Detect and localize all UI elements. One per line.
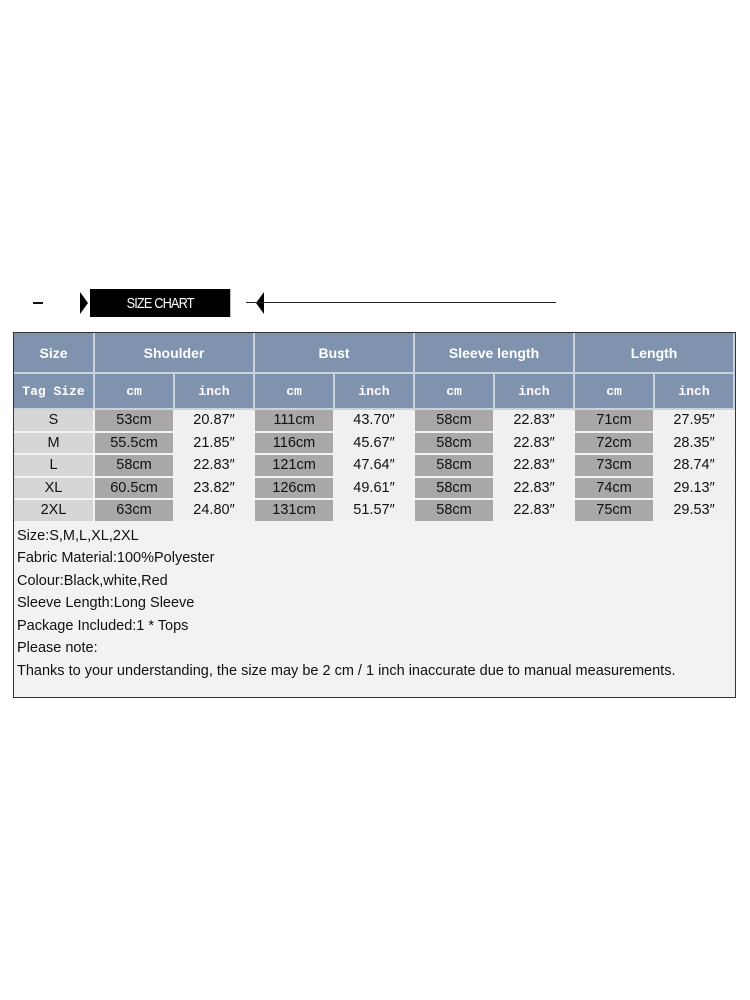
- cm-cell: 58cm: [415, 455, 496, 478]
- subheader-cm: cm: [255, 374, 336, 410]
- size-cell: XL: [14, 477, 95, 500]
- inch-cell: 28.35″: [655, 432, 736, 455]
- inch-cell: 29.13″: [655, 477, 736, 500]
- group-header-row: Size Shoulder Bust Sleeve length Length: [14, 333, 736, 374]
- cm-cell: 63cm: [95, 500, 175, 523]
- size-cell: L: [14, 455, 95, 478]
- table-row: M 55.5cm 21.85″ 116cm 45.67″ 58cm 22.83″ 72cm 28…: [14, 432, 736, 455]
- table-row: S 53cm 20.87″ 111cm 43.70″ 58cm 22.83″ 71cm 27.9…: [14, 410, 736, 433]
- size-chart: Size Shoulder Bust Sleeve length Length …: [13, 332, 736, 698]
- table-row: XL 60.5cm 23.82″ 126cm 49.61″ 58cm 22.83″ 74cm 2…: [14, 477, 736, 500]
- cm-cell: 58cm: [415, 500, 496, 523]
- cm-cell: 111cm: [255, 410, 336, 433]
- size-cell: S: [14, 410, 95, 433]
- subheader-cm: cm: [95, 374, 175, 410]
- banner-title: SIZE CHART: [90, 289, 231, 317]
- inch-cell: 43.70″: [335, 410, 416, 433]
- header-shoulder: Shoulder: [95, 333, 256, 374]
- header-size: Size: [14, 333, 95, 374]
- product-notes: Size:S,M,L,XL,2XL Fabric Material:100%Pol…: [14, 523, 735, 685]
- cm-cell: 72cm: [575, 432, 656, 455]
- table-row: L 58cm 22.83″ 121cm 47.64″ 58cm 22.83″ 73cm 28.7…: [14, 455, 736, 478]
- inch-cell: 22.83″: [495, 455, 576, 478]
- cm-cell: 58cm: [415, 410, 496, 433]
- inch-cell: 22.83″: [175, 455, 256, 478]
- header-bust: Bust: [255, 333, 416, 374]
- inch-cell: 23.82″: [175, 477, 256, 500]
- cm-cell: 121cm: [255, 455, 336, 478]
- size-cell: 2XL: [14, 500, 95, 523]
- cm-cell: 73cm: [575, 455, 656, 478]
- inch-cell: 22.83″: [495, 477, 576, 500]
- inch-cell: 21.85″: [175, 432, 256, 455]
- subheader-cm: cm: [575, 374, 656, 410]
- dash-divider: [33, 302, 43, 304]
- inch-cell: 22.83″: [495, 432, 576, 455]
- size-table: Size Shoulder Bust Sleeve length Length …: [14, 333, 736, 523]
- inch-cell: 51.57″: [335, 500, 416, 523]
- cm-cell: 55.5cm: [95, 432, 175, 455]
- cm-cell: 74cm: [575, 477, 656, 500]
- cm-cell: 58cm: [415, 432, 496, 455]
- inch-cell: 29.53″: [655, 500, 736, 523]
- banner-line: [246, 302, 556, 303]
- inch-cell: 47.64″: [335, 455, 416, 478]
- table-row: 2XL 63cm 24.80″ 131cm 51.57″ 58cm 22.83″ 75cm 29…: [14, 500, 736, 523]
- note-line: Please note:: [17, 640, 98, 656]
- subheader-inch: inch: [495, 374, 576, 410]
- inch-cell: 45.67″: [335, 432, 416, 455]
- inch-cell: 49.61″: [335, 477, 416, 500]
- ribbon-notch-right: [256, 292, 264, 314]
- inch-cell: 22.83″: [495, 410, 576, 433]
- cm-cell: 58cm: [95, 455, 175, 478]
- subheader-tag-size: Tag Size: [14, 374, 95, 410]
- inch-cell: 24.80″: [175, 500, 256, 523]
- note-line: Size:S,M,L,XL,2XL: [17, 527, 139, 544]
- note-line: Fabric Material:100%Polyester: [17, 550, 215, 566]
- header-sleeve-length: Sleeve length: [415, 333, 576, 374]
- inch-cell: 28.74″: [655, 455, 736, 478]
- cm-cell: 71cm: [575, 410, 656, 433]
- cm-cell: 53cm: [95, 410, 175, 433]
- size-chart-banner: SIZE CHART: [30, 288, 570, 318]
- note-line: Thanks to your understanding, the size m…: [17, 662, 676, 679]
- cm-cell: 60.5cm: [95, 477, 175, 500]
- cm-cell: 58cm: [415, 477, 496, 500]
- note-line: Colour:Black,white,Red: [17, 572, 168, 589]
- inch-cell: 22.83″: [495, 500, 576, 523]
- note-line: Package Included:1 * Tops: [17, 617, 189, 634]
- subheader-inch: inch: [335, 374, 416, 410]
- note-line: Sleeve Length:Long Sleeve: [17, 595, 195, 611]
- header-length: Length: [575, 333, 736, 374]
- subheader-inch: inch: [175, 374, 256, 410]
- cm-cell: 126cm: [255, 477, 336, 500]
- cm-cell: 75cm: [575, 500, 656, 523]
- size-cell: M: [14, 432, 95, 455]
- subheader-inch: inch: [655, 374, 736, 410]
- inch-cell: 20.87″: [175, 410, 256, 433]
- subheader-cm: cm: [415, 374, 496, 410]
- unit-header-row: Tag Size cm inch cm inch cm inch cm inch: [14, 374, 736, 410]
- inch-cell: 27.95″: [655, 410, 736, 433]
- cm-cell: 131cm: [255, 500, 336, 523]
- cm-cell: 116cm: [255, 432, 336, 455]
- ribbon-notch-left: [80, 292, 88, 314]
